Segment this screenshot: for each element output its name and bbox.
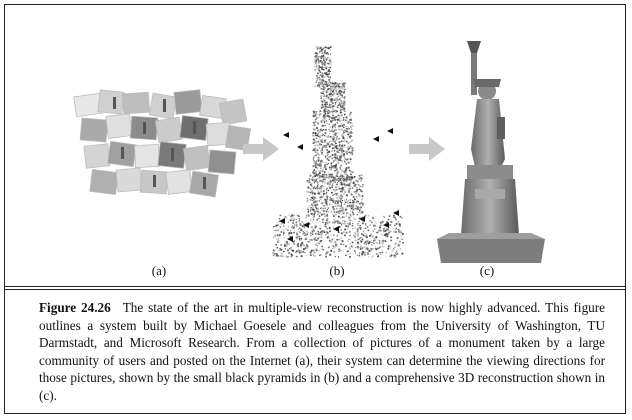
- panel-c-3d-reconstruction: [431, 39, 551, 267]
- statue-reconstruction-image: [437, 41, 545, 263]
- point-cloud-image: [272, 46, 404, 258]
- panel-c-label: (c): [479, 263, 495, 278]
- caption-text: The state of the art in multiple-view re…: [39, 300, 605, 403]
- arrow-right-icon: [409, 137, 445, 166]
- panel-b-point-cloud: [263, 43, 413, 265]
- figure-area: (a) (b) (c): [5, 5, 625, 285]
- caption-divider: [5, 289, 625, 290]
- panel-a-photo-collage: [71, 85, 251, 205]
- arrow-right-icon: [243, 137, 279, 166]
- figure-caption: Figure 24.26 The state of the art in mult…: [39, 299, 605, 405]
- figure-number: Figure 24.26: [39, 300, 111, 315]
- panel-b-label: (b): [329, 263, 345, 278]
- figure-frame: (a) (b) (c) Figure 24.26 The state of the…: [4, 4, 626, 414]
- panel-a-label: (a): [151, 263, 167, 278]
- caption-divider: [5, 286, 625, 287]
- photo-collage-image: [73, 89, 251, 198]
